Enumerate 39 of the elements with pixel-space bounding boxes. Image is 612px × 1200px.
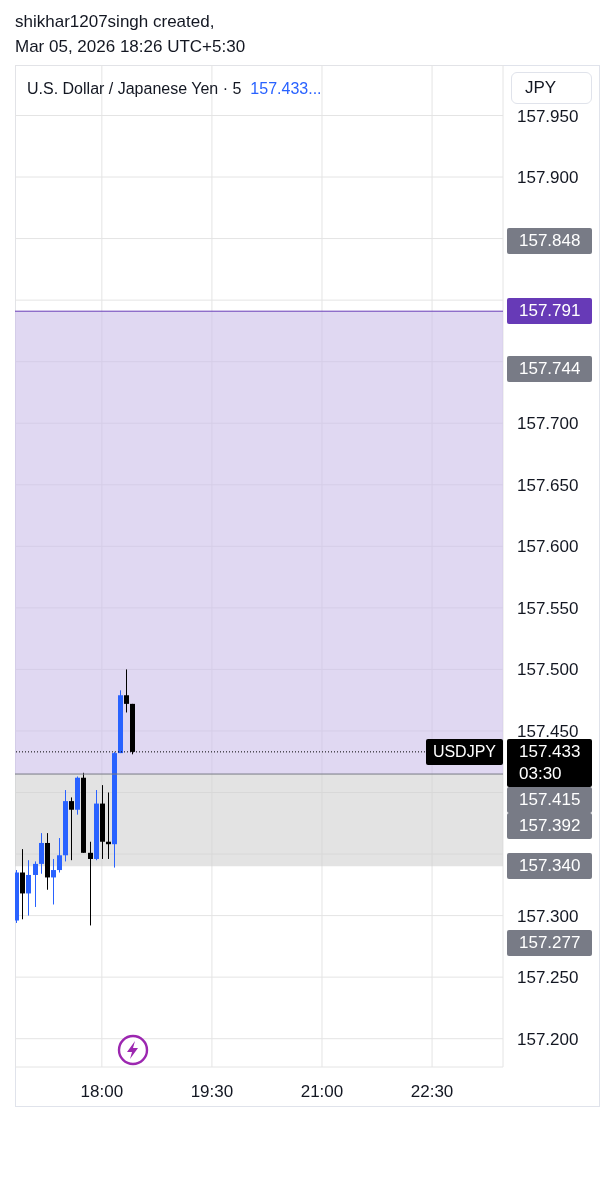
text: 157.744	[519, 358, 582, 380]
x-tick-label: 22:30	[410, 1082, 454, 1102]
y-tick-label: 157.700	[517, 414, 579, 434]
candlestick	[69, 796, 74, 861]
candlestick	[39, 832, 44, 875]
annotation: 157.433...	[250, 80, 322, 97]
candlestick	[88, 841, 93, 926]
y-tick-label: 157.300	[517, 906, 579, 926]
x-tick-label: 18:00	[80, 1082, 124, 1102]
band-label: 157.340	[519, 855, 582, 878]
candlestick	[51, 858, 56, 906]
y-tick-label: 157.950	[517, 106, 579, 126]
ref-line-label: 157.433	[519, 740, 582, 763]
y-tick-label: 157.900	[517, 168, 579, 188]
y-tick-label: 157.600	[517, 537, 579, 557]
y-tick-label: 157.550	[517, 598, 579, 618]
chart-subtitle: Mar 05, 2026 18:26 UTC+5:30	[15, 36, 246, 58]
text: 157.848	[519, 230, 582, 252]
x-tick-label: 19:30	[190, 1082, 234, 1102]
y-tick-label: 157.250	[517, 968, 579, 988]
y-tick-label: 157.650	[517, 475, 579, 495]
annotation: U.S. Dollar / Japanese Yen · 5	[27, 80, 242, 97]
y-tick-label: 157.500	[517, 660, 579, 680]
annotation: USDJPY	[425, 738, 503, 765]
ref-line-label: 157.791	[519, 300, 582, 323]
ref-line-label: 157.415	[519, 788, 582, 811]
candlestick	[33, 860, 38, 908]
unit-button: JPY	[511, 72, 592, 104]
candlestick	[20, 848, 25, 920]
text: 03:30	[519, 762, 563, 785]
y-tick-label: 157.200	[517, 1029, 579, 1049]
y-tick-label: 157.450	[517, 721, 579, 741]
text: 157.392	[519, 814, 582, 837]
chart-title: shikhar1207singh created,	[15, 11, 215, 33]
x-tick-label: 21:00	[300, 1082, 344, 1102]
candlestick	[57, 837, 62, 874]
candlestick	[124, 668, 129, 713]
text: 157.277	[519, 932, 582, 954]
candlestick	[26, 859, 31, 917]
